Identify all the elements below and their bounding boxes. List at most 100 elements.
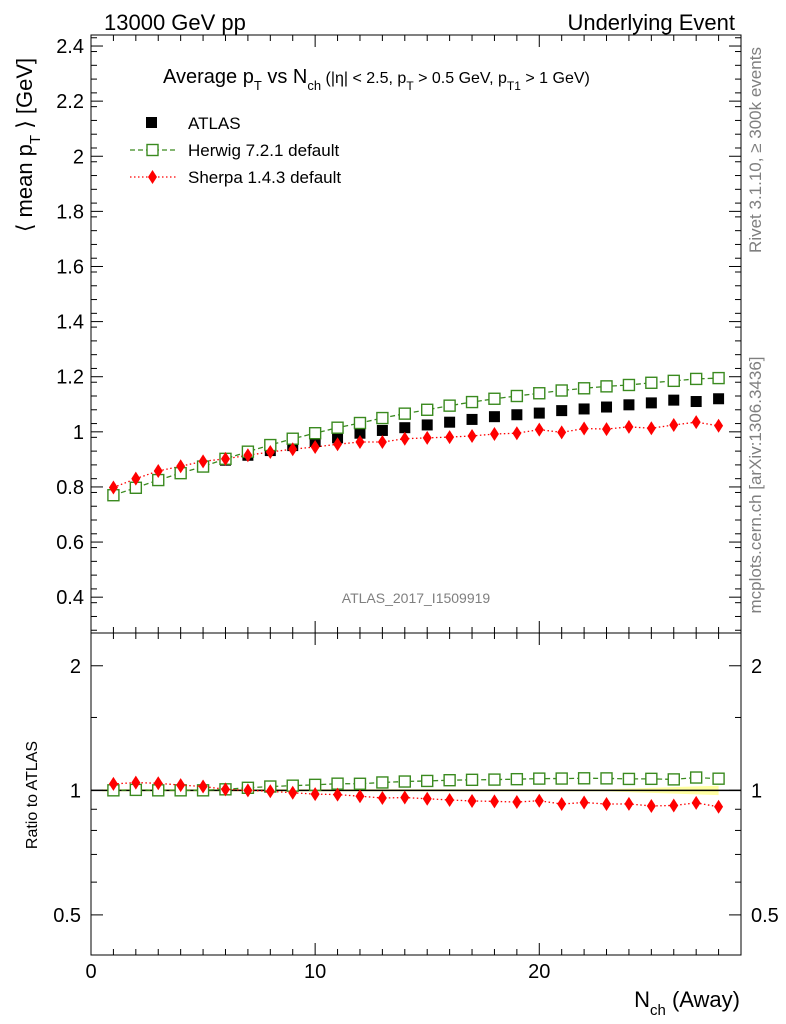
ratio-point <box>445 792 455 807</box>
ratio-point <box>646 798 656 813</box>
data-point <box>557 425 567 440</box>
ratio-point <box>131 775 141 790</box>
series-line <box>113 377 719 496</box>
data-point <box>667 374 680 388</box>
data-point <box>533 387 546 400</box>
data-point <box>534 422 544 437</box>
ratio-point <box>467 793 477 808</box>
ratio-point <box>465 773 479 787</box>
ratio-y-axis-label: Ratio to ATLAS <box>24 741 41 849</box>
data-point <box>555 384 568 397</box>
ratio-point <box>645 772 658 786</box>
header-right: Underlying Event <box>567 10 735 35</box>
ratio-point <box>579 795 589 810</box>
ratio-point <box>489 794 499 809</box>
ratio-point <box>602 797 612 812</box>
main-series <box>107 371 725 502</box>
data-point <box>714 418 724 433</box>
data-point <box>623 399 635 411</box>
data-point <box>398 407 411 420</box>
ratio-tick-label-right: 0.5 <box>751 905 779 927</box>
y-tick-label: 2 <box>73 146 84 168</box>
ratio-tick-label-right: 1 <box>751 780 762 802</box>
ratio-point <box>220 782 230 797</box>
data-point <box>377 435 387 450</box>
ratio-point <box>557 797 567 812</box>
ratio-point <box>153 776 163 791</box>
data-point <box>712 371 725 385</box>
rivet-label: Rivet 3.1.10, ≥ 300k events <box>746 47 765 253</box>
ratio-point <box>712 772 725 785</box>
ratio-point <box>421 774 434 788</box>
ratio-point <box>355 789 365 804</box>
ratio-point <box>600 772 613 785</box>
y-tick-label: 0.4 <box>56 587 84 609</box>
y-tick-label: 1.6 <box>56 256 84 278</box>
data-point <box>624 419 634 434</box>
mcplots-label: mcplots.cern.ch [arXiv:1306.3436] <box>746 356 765 613</box>
ratio-point <box>265 784 275 799</box>
chart-title: Average pT vs Nch (|η| < 2.5, pT > 0.5 G… <box>163 66 590 93</box>
data-point <box>176 459 186 474</box>
ratio-point <box>398 775 411 788</box>
ratio-point <box>512 795 522 810</box>
ratio-tick-label: 2 <box>70 656 81 678</box>
data-point <box>602 422 612 437</box>
data-point <box>690 396 702 408</box>
data-point <box>668 394 680 406</box>
data-point <box>333 437 343 452</box>
data-point <box>444 416 456 428</box>
data-point <box>691 415 701 430</box>
data-point <box>645 397 657 409</box>
ratio-point <box>510 772 524 786</box>
ratio-point <box>376 776 389 789</box>
ratio-point <box>176 778 186 793</box>
data-point <box>510 389 524 403</box>
data-point <box>331 421 344 434</box>
data-point <box>198 454 208 469</box>
data-point <box>600 380 613 393</box>
x-tick-label: 10 <box>304 961 326 983</box>
data-point <box>445 430 455 445</box>
ratio-point <box>377 791 387 806</box>
data-point <box>310 439 320 454</box>
data-point <box>220 451 230 466</box>
y-tick-label: 0.6 <box>56 532 84 554</box>
data-point <box>578 403 590 415</box>
ratio-point <box>243 783 253 798</box>
legend-marker-sherpa <box>148 170 157 184</box>
y-tick-label: 1.4 <box>56 312 84 334</box>
data-point <box>421 419 433 431</box>
data-point <box>443 399 456 412</box>
ratio-point <box>488 773 501 786</box>
y-tick-label: 2.2 <box>56 91 84 113</box>
ratio-point <box>198 779 208 794</box>
watermark: ATLAS_2017_I1509919 <box>342 590 491 606</box>
data-point <box>512 426 522 441</box>
data-point <box>153 463 163 478</box>
y-tick-label: 0.8 <box>56 477 84 499</box>
data-point <box>376 424 388 436</box>
x-axis-label: Nch (Away) <box>634 987 740 1019</box>
data-point <box>465 395 479 409</box>
ratio-series-line <box>113 781 719 808</box>
data-point <box>646 421 656 436</box>
legend: ATLAS Herwig 7.2.1 default Sherpa 1.4.3 … <box>130 114 341 187</box>
data-point <box>422 430 432 445</box>
data-point <box>399 422 411 434</box>
ratio-tick-label: 0.5 <box>53 905 81 927</box>
legend-marker-herwig <box>146 143 159 157</box>
ratio-point <box>422 791 432 806</box>
ratio-point <box>624 796 634 811</box>
ratio-point <box>691 795 701 810</box>
ratio-point <box>622 772 636 786</box>
data-point <box>354 427 366 439</box>
ratio-point <box>577 772 591 785</box>
data-point <box>265 444 275 459</box>
data-point <box>489 427 499 442</box>
data-point <box>376 411 389 425</box>
ratio-point <box>331 777 344 790</box>
data-point <box>488 392 501 405</box>
y-tick-label: 2.4 <box>56 36 84 58</box>
